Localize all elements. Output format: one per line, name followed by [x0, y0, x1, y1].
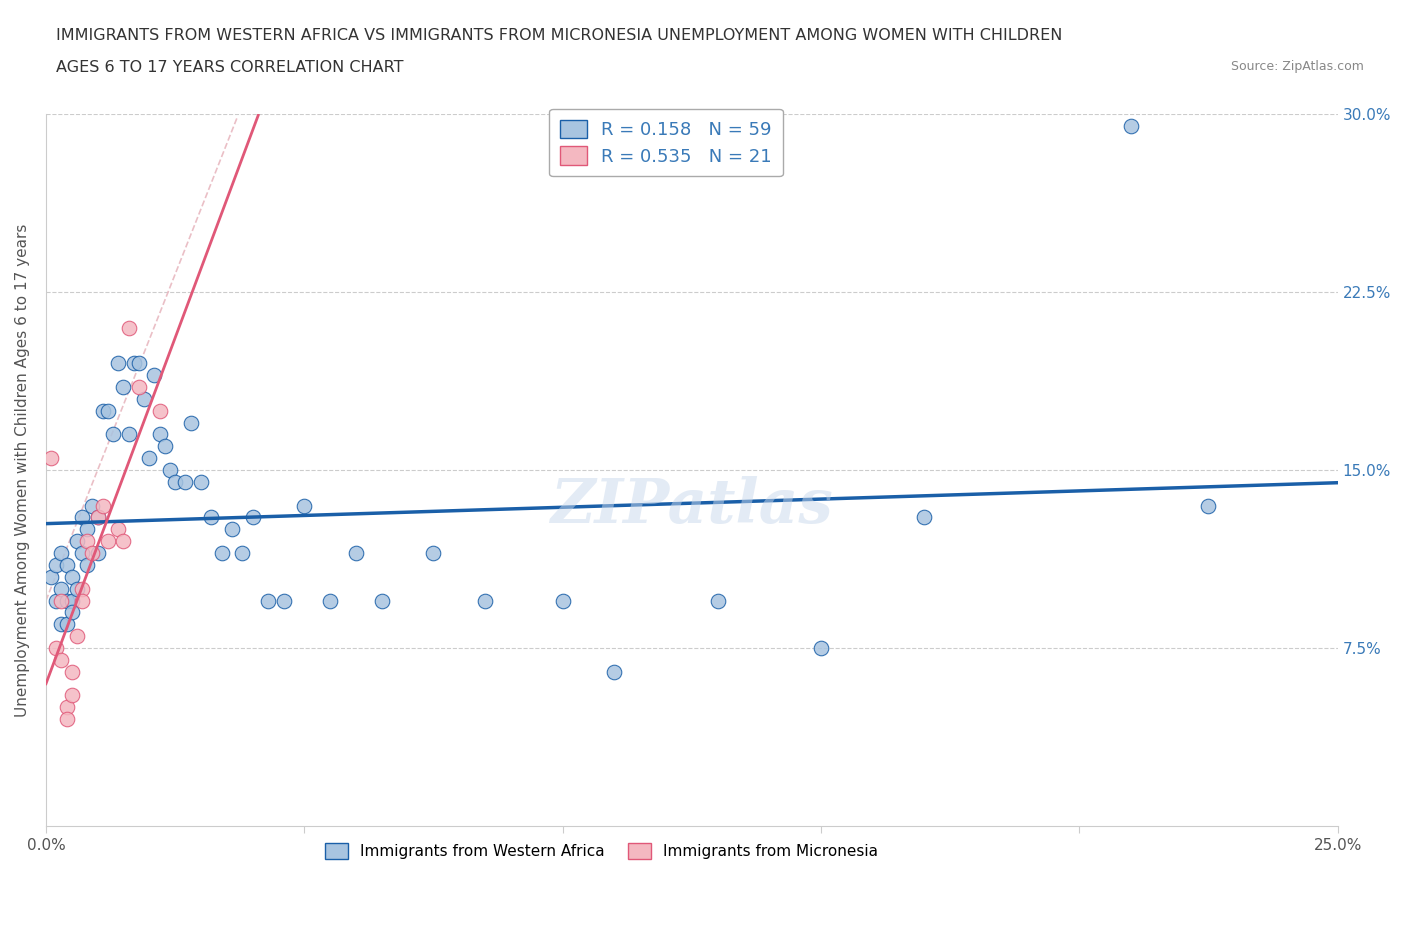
- Point: [51, 617, 73, 631]
- Point: [45, 557, 67, 572]
- Point: [165, 474, 187, 489]
- Point: [97, 404, 120, 418]
- Point: [60, 593, 83, 608]
- Point: [134, 392, 156, 406]
- Point: [112, 379, 135, 394]
- Legend: Immigrants from Western Africa, Immigrants from Micronesia: Immigrants from Western Africa, Immigran…: [316, 834, 887, 869]
- Point: [60, 664, 83, 679]
- Point: [149, 427, 172, 442]
- Point: [112, 534, 135, 549]
- Point: [70, 510, 93, 525]
- Point: [1119, 118, 1142, 133]
- Point: [292, 498, 315, 513]
- Point: [138, 451, 160, 466]
- Point: [603, 664, 626, 679]
- Point: [76, 534, 98, 549]
- Point: [242, 510, 264, 525]
- Text: ZIPatlas: ZIPatlas: [550, 475, 834, 536]
- Point: [91, 498, 114, 513]
- Point: [1198, 498, 1220, 513]
- Point: [51, 593, 73, 608]
- Point: [45, 593, 67, 608]
- Point: [91, 404, 114, 418]
- Point: [66, 629, 89, 644]
- Point: [39, 451, 62, 466]
- Text: AGES 6 TO 17 YEARS CORRELATION CHART: AGES 6 TO 17 YEARS CORRELATION CHART: [56, 60, 404, 75]
- Point: [371, 593, 394, 608]
- Point: [159, 462, 181, 477]
- Point: [70, 593, 93, 608]
- Point: [231, 546, 253, 561]
- Point: [107, 356, 129, 371]
- Point: [810, 641, 832, 656]
- Point: [86, 510, 108, 525]
- Point: [117, 320, 139, 335]
- Point: [117, 427, 139, 442]
- Point: [55, 700, 77, 715]
- Point: [76, 557, 98, 572]
- Point: [257, 593, 280, 608]
- Point: [211, 546, 233, 561]
- Point: [706, 593, 728, 608]
- Point: [86, 546, 108, 561]
- Text: Source: ZipAtlas.com: Source: ZipAtlas.com: [1230, 60, 1364, 73]
- Point: [60, 569, 83, 584]
- Point: [60, 605, 83, 620]
- Point: [101, 427, 124, 442]
- Point: [190, 474, 212, 489]
- Point: [51, 546, 73, 561]
- Point: [200, 510, 222, 525]
- Point: [221, 522, 243, 537]
- Point: [180, 415, 202, 430]
- Point: [153, 439, 176, 454]
- Point: [82, 498, 104, 513]
- Point: [76, 522, 98, 537]
- Point: [86, 510, 108, 525]
- Point: [45, 641, 67, 656]
- Point: [143, 367, 166, 382]
- Point: [39, 569, 62, 584]
- Point: [128, 356, 150, 371]
- Point: [174, 474, 197, 489]
- Point: [55, 593, 77, 608]
- Point: [128, 379, 150, 394]
- Point: [122, 356, 145, 371]
- Point: [97, 534, 120, 549]
- Point: [149, 404, 172, 418]
- Point: [70, 581, 93, 596]
- Point: [912, 510, 935, 525]
- Point: [107, 522, 129, 537]
- Point: [51, 581, 73, 596]
- Point: [319, 593, 342, 608]
- Point: [55, 711, 77, 726]
- Point: [70, 546, 93, 561]
- Point: [51, 653, 73, 668]
- Point: [422, 546, 444, 561]
- Point: [344, 546, 367, 561]
- Point: [55, 617, 77, 631]
- Point: [273, 593, 295, 608]
- Point: [55, 557, 77, 572]
- Point: [66, 534, 89, 549]
- Point: [551, 593, 574, 608]
- Text: IMMIGRANTS FROM WESTERN AFRICA VS IMMIGRANTS FROM MICRONESIA UNEMPLOYMENT AMONG : IMMIGRANTS FROM WESTERN AFRICA VS IMMIGR…: [56, 28, 1063, 43]
- Point: [474, 593, 496, 608]
- Y-axis label: Unemployment Among Women with Children Ages 6 to 17 years: Unemployment Among Women with Children A…: [15, 223, 30, 717]
- Point: [66, 581, 89, 596]
- Point: [82, 546, 104, 561]
- Point: [60, 688, 83, 703]
